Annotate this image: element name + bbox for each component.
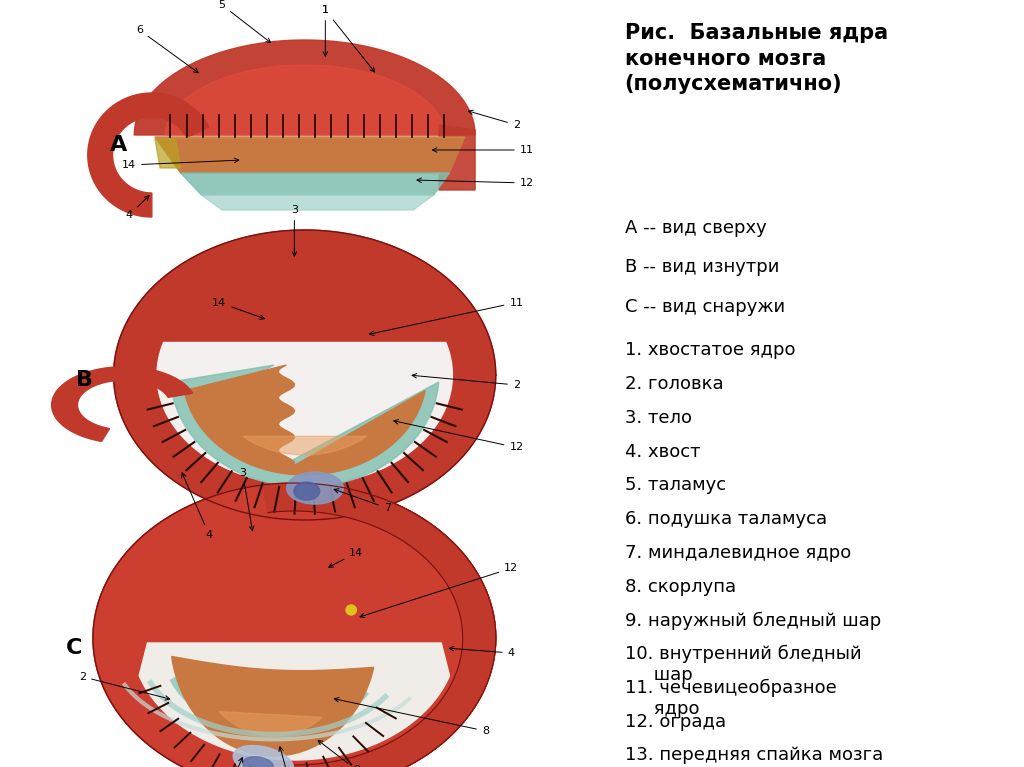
Text: 8. скорлупа: 8. скорлупа: [625, 578, 735, 595]
Text: 5: 5: [218, 0, 270, 43]
Polygon shape: [157, 343, 453, 485]
Text: 2: 2: [469, 110, 520, 130]
Text: 4: 4: [126, 196, 150, 220]
Text: 3: 3: [240, 468, 254, 531]
Text: 13: 13: [225, 758, 243, 767]
Text: 3: 3: [291, 205, 298, 256]
Text: 1. хвостатое ядро: 1. хвостатое ядро: [625, 341, 795, 359]
Polygon shape: [93, 483, 496, 767]
Text: B: B: [76, 370, 93, 390]
Text: 6: 6: [136, 25, 199, 73]
Text: 12: 12: [417, 178, 534, 188]
Text: 14: 14: [122, 158, 239, 170]
Text: A: A: [111, 135, 127, 155]
Text: 14: 14: [212, 298, 264, 319]
Polygon shape: [202, 195, 434, 210]
Polygon shape: [171, 365, 438, 487]
Polygon shape: [181, 173, 450, 195]
Polygon shape: [155, 139, 181, 168]
Text: 6. подушка таламуса: 6. подушка таламуса: [625, 510, 826, 528]
Text: 8: 8: [334, 697, 489, 736]
Text: 11: 11: [432, 145, 534, 155]
Text: 9: 9: [318, 740, 359, 767]
Text: 7. миндалевидное ядро: 7. миндалевидное ядро: [625, 544, 851, 561]
Polygon shape: [93, 483, 496, 767]
Polygon shape: [243, 436, 367, 455]
Polygon shape: [263, 483, 496, 767]
Text: 9. наружный бледный шар: 9. наружный бледный шар: [625, 611, 881, 630]
Ellipse shape: [243, 757, 273, 767]
Polygon shape: [88, 93, 209, 217]
Text: 12: 12: [360, 563, 518, 617]
Text: В -- вид изнутри: В -- вид изнутри: [625, 258, 779, 276]
Polygon shape: [184, 365, 425, 475]
Text: 10. внутренний бледный
     шар: 10. внутренний бледный шар: [625, 645, 861, 684]
Polygon shape: [51, 367, 193, 441]
Text: C: C: [67, 638, 83, 658]
Text: 2. головка: 2. головка: [625, 375, 723, 393]
Polygon shape: [139, 643, 450, 760]
Polygon shape: [172, 657, 374, 756]
Text: 7: 7: [334, 489, 391, 513]
Text: 1: 1: [322, 5, 375, 72]
Text: 5. таламус: 5. таламус: [625, 476, 726, 494]
Polygon shape: [165, 65, 444, 135]
Text: Рис.  Базальные ядра
конечного мозга
(полусхематично): Рис. Базальные ядра конечного мозга (пол…: [625, 23, 888, 94]
Text: 2: 2: [79, 672, 170, 700]
Polygon shape: [219, 712, 323, 736]
Text: 13. передняя спайка мозга: 13. передняя спайка мозга: [625, 746, 883, 764]
Text: 2: 2: [412, 374, 520, 390]
Text: 12. ограда: 12. ограда: [625, 713, 726, 730]
Text: 1: 1: [322, 5, 329, 56]
Text: 4: 4: [182, 472, 213, 540]
Text: 11. чечевицеобразное
     ядро: 11. чечевицеобразное ядро: [625, 679, 837, 718]
Ellipse shape: [233, 746, 294, 767]
Text: 4: 4: [450, 647, 515, 658]
Text: А -- вид сверху: А -- вид сверху: [625, 219, 766, 236]
Text: 11: 11: [370, 298, 523, 335]
Polygon shape: [114, 230, 496, 520]
Text: 14: 14: [329, 548, 364, 568]
Polygon shape: [134, 40, 475, 135]
Text: 3. тело: 3. тело: [625, 409, 691, 426]
Ellipse shape: [287, 472, 343, 504]
Polygon shape: [155, 137, 465, 173]
Text: 4. хвост: 4. хвост: [625, 443, 700, 460]
Text: 10: 10: [279, 747, 296, 767]
Polygon shape: [439, 125, 475, 190]
Ellipse shape: [294, 482, 319, 500]
Text: 12: 12: [394, 420, 523, 453]
Ellipse shape: [346, 605, 356, 615]
Text: С -- вид снаружи: С -- вид снаружи: [625, 298, 784, 316]
